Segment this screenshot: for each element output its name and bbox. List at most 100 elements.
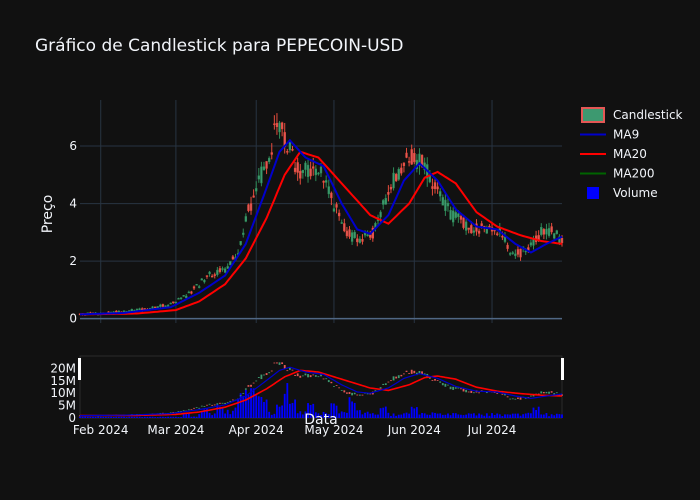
candle-body (353, 231, 356, 239)
slider-candle (268, 372, 271, 374)
volume-bar (244, 389, 247, 418)
legend-label: MA200 (613, 167, 654, 181)
volume-bar (84, 416, 87, 418)
slider-handle-left[interactable] (78, 358, 81, 380)
candle-body (216, 269, 219, 275)
volume-bar (154, 417, 157, 418)
legend[interactable]: Candlestick MA9 MA20 MA200 Volume (580, 107, 683, 200)
volume-bar (384, 406, 387, 418)
slider-candle (247, 385, 250, 387)
candle-body (322, 180, 325, 183)
slider-candle (231, 399, 234, 401)
slider-candle (382, 383, 385, 386)
slider-candle (239, 395, 242, 397)
slider-candle (182, 410, 185, 412)
volume-bar (421, 412, 423, 418)
slider-candle (501, 393, 504, 395)
volume-bar (115, 416, 118, 418)
volume-bar (260, 396, 263, 418)
volume-bar (514, 413, 517, 418)
slider-candle (553, 393, 556, 395)
volume-bar (472, 413, 475, 418)
y-tick-label: 0 (69, 312, 77, 326)
slider-candle (374, 390, 377, 392)
candle-body (122, 310, 126, 312)
volume-bar (550, 414, 553, 418)
slider-candle (283, 365, 286, 370)
candle-body (335, 204, 338, 208)
slider-candle (454, 387, 457, 389)
volume-bar (361, 414, 364, 418)
volume-bar (206, 408, 208, 418)
volume-bar (532, 407, 535, 418)
volume-bar (358, 410, 361, 418)
volume-bar (387, 412, 390, 418)
candle-body (480, 223, 483, 227)
slider-candle (351, 392, 354, 396)
volume-bar (301, 414, 304, 418)
volume-bar (125, 417, 128, 418)
slider-candle (206, 404, 208, 406)
slider-candle (330, 381, 333, 384)
slider-candle (524, 397, 527, 399)
volume-bar (374, 414, 377, 418)
legend-item-ma9[interactable]: MA9 (580, 128, 639, 142)
slider-candle (517, 397, 519, 399)
candle-body (382, 200, 385, 205)
slider-handle-right[interactable] (561, 358, 564, 380)
slider-candle (379, 387, 382, 389)
legend-item-volume[interactable]: Volume (587, 186, 658, 200)
volume-bar (335, 405, 338, 418)
volume-bar (265, 399, 268, 418)
candle-body (262, 166, 266, 171)
volume-bar (130, 416, 133, 418)
slider-background (79, 355, 563, 419)
volume-bar (509, 414, 512, 418)
slider-candle (335, 385, 338, 386)
slider-candle (472, 392, 475, 394)
slider-candle (519, 397, 522, 400)
slider-candle (558, 394, 561, 396)
slider-candle (299, 375, 302, 378)
candle-body (304, 162, 307, 170)
volume-tick-label: 20M (50, 361, 76, 375)
candle-body (503, 236, 507, 242)
candle-body (392, 172, 395, 189)
slider-candle (244, 388, 247, 390)
volume-tick-label: 0 (68, 411, 76, 425)
volume-bar (203, 409, 206, 418)
slider-candle (221, 402, 224, 404)
candle-body (444, 199, 447, 211)
legend-item-ma20[interactable]: MA20 (580, 147, 647, 161)
legend-item-candlestick[interactable]: Candlestick (581, 107, 683, 123)
candle-body (179, 297, 183, 299)
volume-bar (234, 407, 237, 418)
candle-body (177, 298, 180, 300)
chart-title: Gráfico de Candlestick para PEPECOIN-USD (35, 36, 403, 56)
legend-label: Volume (613, 186, 658, 200)
candle-body (454, 212, 457, 218)
slider-candle (327, 380, 330, 383)
slider-candle (478, 392, 480, 394)
slider-candle (405, 370, 408, 372)
slider-candle (317, 376, 320, 378)
candle-body (462, 217, 465, 228)
volume-bar (128, 416, 131, 418)
volume-bar (465, 414, 468, 418)
volume-bar (317, 413, 320, 418)
slider-candle (172, 412, 175, 413)
slider-candle (250, 384, 252, 387)
candle-body (467, 227, 470, 230)
volume-bar (348, 397, 351, 418)
candle-body (301, 169, 305, 174)
legend-item-ma200[interactable]: MA200 (580, 167, 654, 181)
range-slider[interactable] (78, 355, 564, 419)
candle-body (306, 164, 310, 177)
volume-bar (535, 409, 537, 418)
slider-candle (431, 380, 434, 381)
volume-bar (213, 413, 216, 418)
volume-bar (156, 417, 159, 418)
candle-body (379, 211, 382, 218)
slider-candle (462, 388, 465, 392)
